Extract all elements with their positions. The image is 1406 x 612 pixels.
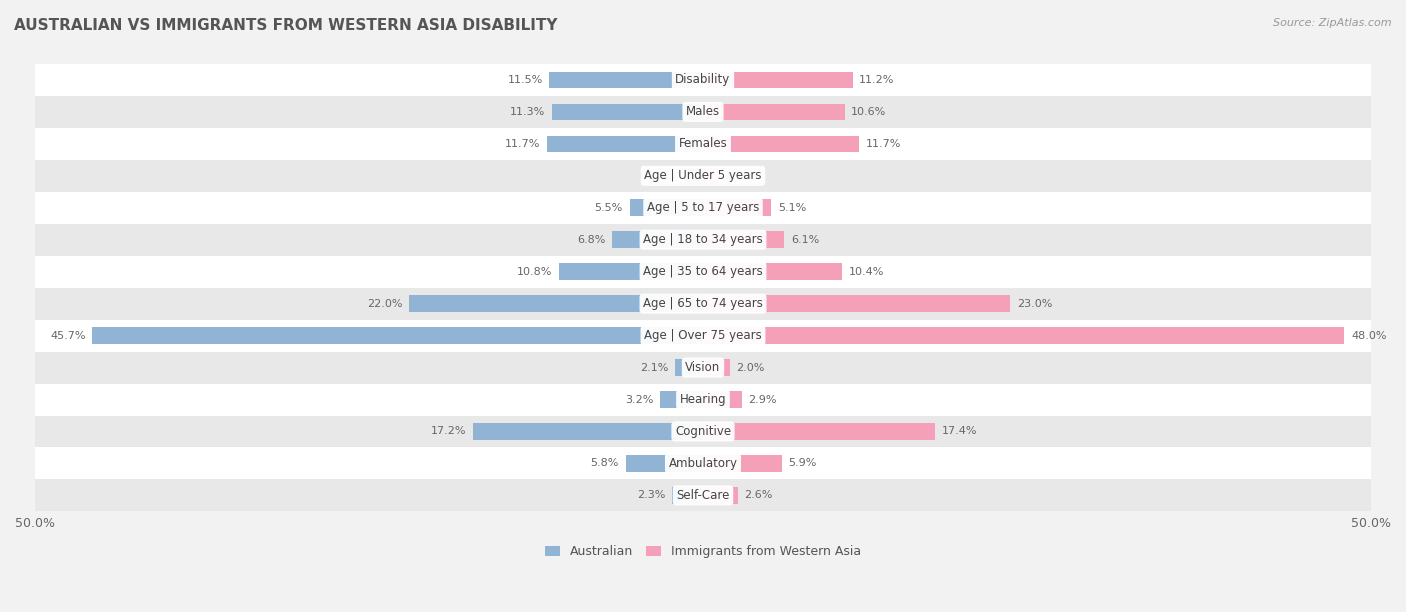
Text: Females: Females <box>679 137 727 151</box>
Text: 3.2%: 3.2% <box>626 395 654 405</box>
Text: 22.0%: 22.0% <box>367 299 402 308</box>
Text: 1.4%: 1.4% <box>650 171 678 181</box>
Bar <box>703 231 785 248</box>
Bar <box>703 391 742 408</box>
Bar <box>547 135 703 152</box>
Text: Age | 65 to 74 years: Age | 65 to 74 years <box>643 297 763 310</box>
Text: Disability: Disability <box>675 73 731 86</box>
Text: 6.8%: 6.8% <box>576 235 606 245</box>
Bar <box>35 319 1371 351</box>
Bar <box>703 487 738 504</box>
Text: Age | 5 to 17 years: Age | 5 to 17 years <box>647 201 759 214</box>
Bar <box>35 64 1371 96</box>
Bar <box>35 256 1371 288</box>
Text: 11.2%: 11.2% <box>859 75 894 85</box>
Text: 17.2%: 17.2% <box>432 427 467 436</box>
Bar <box>672 487 703 504</box>
Bar <box>703 103 845 120</box>
Text: 45.7%: 45.7% <box>51 330 86 341</box>
Bar <box>661 391 703 408</box>
Bar <box>35 192 1371 224</box>
Text: Source: ZipAtlas.com: Source: ZipAtlas.com <box>1274 18 1392 28</box>
Bar <box>558 263 703 280</box>
Text: 5.9%: 5.9% <box>789 458 817 468</box>
Bar <box>35 224 1371 256</box>
Bar <box>35 479 1371 512</box>
Bar <box>550 72 703 88</box>
Text: AUSTRALIAN VS IMMIGRANTS FROM WESTERN ASIA DISABILITY: AUSTRALIAN VS IMMIGRANTS FROM WESTERN AS… <box>14 18 558 34</box>
Text: Ambulatory: Ambulatory <box>668 457 738 470</box>
Bar <box>35 160 1371 192</box>
Text: Self-Care: Self-Care <box>676 489 730 502</box>
Text: 11.7%: 11.7% <box>866 139 901 149</box>
Bar <box>612 231 703 248</box>
Text: 2.1%: 2.1% <box>640 362 668 373</box>
Text: 10.6%: 10.6% <box>851 107 887 117</box>
Text: Hearing: Hearing <box>679 393 727 406</box>
Bar <box>35 96 1371 128</box>
Bar <box>553 103 703 120</box>
Bar <box>630 200 703 216</box>
Text: 6.1%: 6.1% <box>792 235 820 245</box>
Bar <box>703 359 730 376</box>
Bar <box>703 135 859 152</box>
Text: 2.6%: 2.6% <box>744 490 773 501</box>
Bar <box>703 296 1011 312</box>
Text: Age | 35 to 64 years: Age | 35 to 64 years <box>643 265 763 278</box>
Text: 11.7%: 11.7% <box>505 139 540 149</box>
Text: Cognitive: Cognitive <box>675 425 731 438</box>
Bar <box>35 351 1371 384</box>
Bar <box>703 200 770 216</box>
Text: Age | Under 5 years: Age | Under 5 years <box>644 170 762 182</box>
Bar <box>703 327 1344 344</box>
Bar <box>35 128 1371 160</box>
Text: 17.4%: 17.4% <box>942 427 977 436</box>
Bar <box>703 455 782 472</box>
Text: Vision: Vision <box>685 361 721 374</box>
Text: Males: Males <box>686 105 720 118</box>
Bar <box>93 327 703 344</box>
Text: 11.5%: 11.5% <box>508 75 543 85</box>
Text: 5.5%: 5.5% <box>595 203 623 213</box>
Text: Age | Over 75 years: Age | Over 75 years <box>644 329 762 342</box>
Bar <box>675 359 703 376</box>
Text: 5.8%: 5.8% <box>591 458 619 468</box>
Bar <box>703 72 852 88</box>
Bar <box>35 384 1371 416</box>
Text: 5.1%: 5.1% <box>778 203 806 213</box>
Text: 23.0%: 23.0% <box>1017 299 1052 308</box>
Bar <box>703 168 717 184</box>
Text: 2.3%: 2.3% <box>637 490 665 501</box>
Bar <box>685 168 703 184</box>
Bar <box>703 263 842 280</box>
Text: 2.9%: 2.9% <box>748 395 778 405</box>
Bar <box>409 296 703 312</box>
Text: 10.8%: 10.8% <box>516 267 553 277</box>
Bar <box>35 447 1371 479</box>
Text: 48.0%: 48.0% <box>1351 330 1386 341</box>
Bar <box>474 423 703 440</box>
Text: Age | 18 to 34 years: Age | 18 to 34 years <box>643 233 763 246</box>
Bar <box>703 423 935 440</box>
Text: 2.0%: 2.0% <box>737 362 765 373</box>
Text: 10.4%: 10.4% <box>849 267 884 277</box>
Bar <box>35 416 1371 447</box>
Text: 11.3%: 11.3% <box>510 107 546 117</box>
Legend: Australian, Immigrants from Western Asia: Australian, Immigrants from Western Asia <box>540 540 866 563</box>
Text: 1.1%: 1.1% <box>724 171 752 181</box>
Bar <box>626 455 703 472</box>
Bar <box>35 288 1371 319</box>
